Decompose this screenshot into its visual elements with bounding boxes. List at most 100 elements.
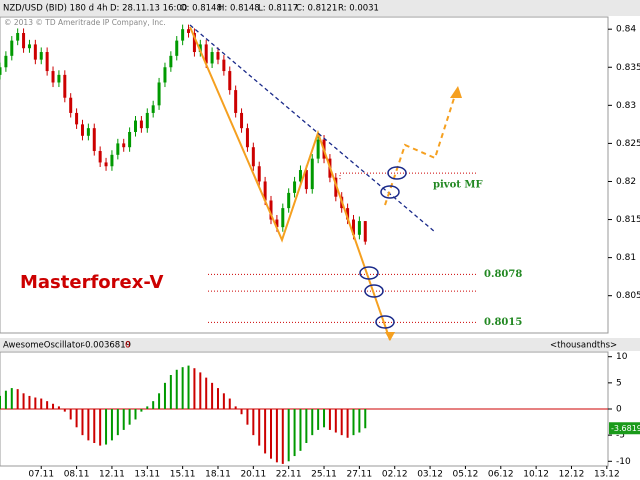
candle-body	[222, 59, 226, 72]
x-tick-label: 13.12	[594, 470, 620, 480]
x-tick-label: 07.11	[28, 470, 54, 480]
open: O: 0.8148	[180, 4, 222, 14]
candle-body	[157, 82, 161, 106]
x-tick-label: 22.11	[276, 470, 302, 480]
candle-body	[304, 170, 308, 190]
candle-body	[310, 158, 314, 190]
candle-body	[363, 221, 367, 242]
y-tick-label: 0.805	[616, 291, 640, 301]
candle-body	[175, 40, 179, 56]
marker-ellipse	[375, 315, 395, 329]
x-tick-label: 06.12	[488, 470, 514, 480]
y-tick-label: 0.84	[616, 25, 636, 35]
osc-readout: -0.0036819	[82, 341, 131, 351]
low: L: 0.8117	[258, 4, 298, 14]
y-tick-label: 0.82	[616, 177, 636, 187]
candle-body	[198, 44, 202, 53]
candle-body	[293, 181, 297, 193]
candle-body	[110, 154, 114, 167]
candle-body	[210, 52, 214, 64]
candle-body	[104, 162, 108, 167]
candle-body	[192, 32, 196, 53]
candle-body	[263, 181, 267, 201]
candle-body	[151, 105, 155, 113]
marker-ellipse	[380, 185, 400, 199]
candle-body	[346, 208, 350, 220]
close: C: 0.8121	[296, 4, 337, 14]
x-tick-label: 18.11	[205, 470, 231, 480]
candle-body	[22, 32, 26, 49]
marker-ellipse	[359, 266, 379, 280]
drawings	[189, 24, 462, 341]
y-tick-label: -10	[616, 457, 631, 467]
x-tick-label: 15.11	[170, 470, 196, 480]
candle-body	[122, 143, 126, 148]
osc-title: AwesomeOscillator	[3, 341, 84, 351]
candle-body	[4, 55, 8, 68]
arrow-head	[450, 86, 462, 98]
candle-body	[98, 151, 102, 163]
candle-body	[39, 52, 43, 60]
date: D: 28.11.13 16:00	[110, 4, 187, 14]
y-tick-label: 10	[616, 352, 628, 362]
candle-body	[116, 143, 120, 155]
candle-body	[57, 74, 61, 83]
candle-body	[51, 71, 55, 83]
copyright: © 2013 © TD Ameritrade IP Company, Inc.	[4, 18, 166, 27]
candle-body	[169, 55, 173, 68]
candle-body	[251, 147, 255, 167]
candle-body	[316, 139, 320, 159]
arrow-head	[385, 332, 395, 341]
candle-body	[281, 208, 285, 228]
candle-body	[357, 221, 361, 235]
candle-body	[181, 29, 185, 41]
symbol: NZD/USD (BID) 180 d 4h	[3, 4, 108, 14]
y-tick-label: 5	[616, 378, 622, 388]
candle-body	[33, 44, 37, 60]
pivot-label: pivot MF	[433, 180, 483, 191]
y-tick-label: 0	[616, 405, 622, 415]
candle-body	[45, 52, 49, 72]
candle-body	[257, 166, 261, 182]
last-value: -3.6819	[611, 424, 640, 433]
y-tick-label: 0.81	[616, 253, 636, 263]
candle-body	[92, 128, 96, 152]
candle-body	[298, 170, 302, 182]
x-tick-label: 08.11	[64, 470, 90, 480]
candle-body	[27, 44, 31, 49]
zigzag	[189, 26, 391, 341]
header-bar	[0, 0, 640, 16]
candle-body	[0, 67, 2, 75]
y-tick-label: 0.835	[616, 63, 640, 73]
projection	[384, 91, 457, 206]
high: H: 0.8148	[218, 4, 260, 14]
x-tick-label: 12.12	[559, 470, 585, 480]
range: R: 0.0031	[338, 4, 379, 14]
candle-body	[216, 52, 220, 60]
candle-body	[139, 120, 143, 129]
candle-body	[351, 219, 355, 235]
candle-body	[145, 112, 149, 129]
y-tick-label: 0.83	[616, 101, 636, 111]
candle-body	[187, 29, 191, 33]
y-tick-label: 0.825	[616, 139, 640, 149]
last-value-box	[609, 422, 640, 435]
osc-zero: 0	[125, 341, 130, 351]
annotation: Masterforex-V	[20, 272, 164, 293]
candle-body	[75, 112, 79, 125]
y-tick-label: -5	[616, 431, 625, 441]
candle-body	[80, 124, 84, 136]
candle-body	[16, 32, 20, 41]
candle-body	[275, 219, 279, 228]
candle-body	[204, 44, 208, 64]
x-tick-label: 03.12	[417, 470, 443, 480]
candle-body	[287, 192, 291, 209]
x-tick-label: 02.12	[382, 470, 408, 480]
x-tick-label: 12.11	[99, 470, 125, 480]
candle-body	[228, 71, 232, 91]
candle-body	[69, 97, 73, 113]
candle-body	[10, 40, 14, 56]
candle-body	[86, 128, 90, 136]
x-tick-label: 10.12	[523, 470, 549, 480]
